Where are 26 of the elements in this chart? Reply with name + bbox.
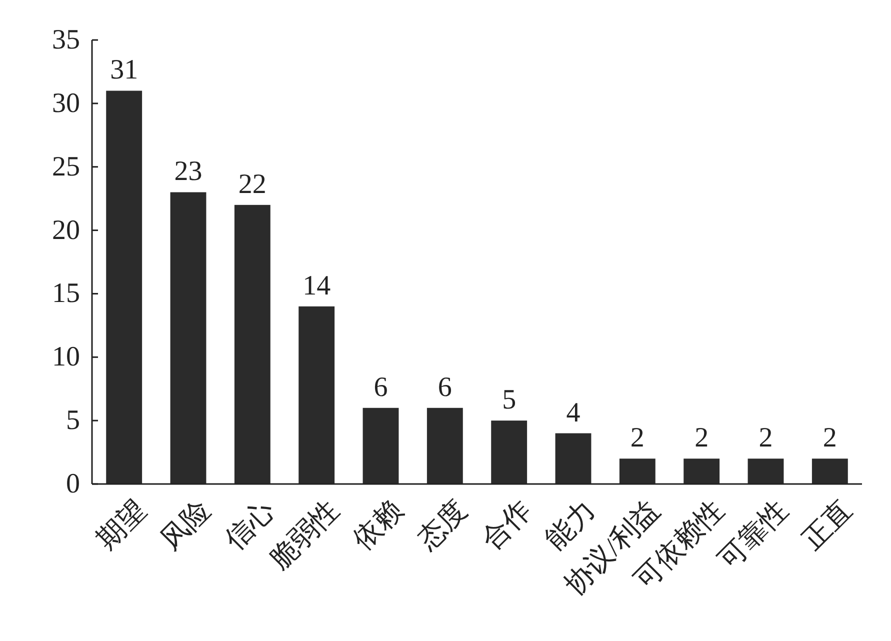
data-label: 2 [822,422,837,454]
x-tick-label: 合作 [476,494,538,556]
x-tick-label: 期望 [91,494,153,556]
data-label: 2 [630,422,644,454]
data-label: 4 [566,397,580,428]
data-label: 2 [694,422,709,454]
data-label: 2 [758,422,773,454]
x-tick-label: 风险 [155,494,217,556]
x-tick-label: 正直 [796,494,858,556]
y-tick-label: 0 [66,468,80,500]
y-tick-label: 30 [52,88,80,119]
x-tick-label: 态度 [411,494,474,557]
y-tick-label: 35 [52,24,80,56]
data-label: 14 [302,270,331,302]
data-label: 31 [110,54,138,86]
y-tick-label: 5 [66,405,80,436]
data-label: 5 [502,384,516,416]
y-tick-label: 20 [52,214,80,246]
y-tick-label: 25 [52,151,80,182]
data-label: 23 [174,156,202,188]
y-tick-label: 15 [52,278,80,310]
data-label: 22 [238,168,266,200]
data-label: 6 [374,372,388,403]
data-label: 6 [438,372,452,403]
y-tick-label: 10 [52,342,80,373]
x-tick-label: 依赖 [348,494,410,556]
